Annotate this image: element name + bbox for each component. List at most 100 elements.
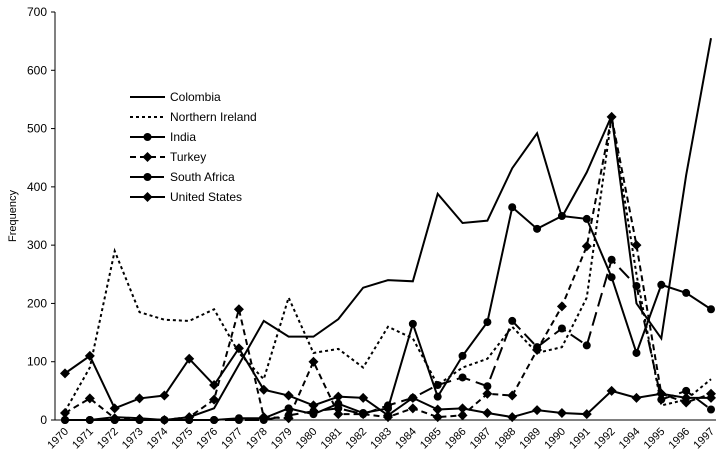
y-axis-label: Frequency bbox=[7, 190, 19, 242]
x-tick-label: 1986 bbox=[443, 426, 469, 452]
point bbox=[359, 410, 368, 419]
point bbox=[233, 343, 244, 354]
point bbox=[433, 392, 442, 401]
x-tick-label: 1994 bbox=[617, 426, 643, 452]
point bbox=[657, 280, 666, 289]
legend-label: Turkey bbox=[170, 150, 206, 164]
point bbox=[631, 392, 642, 403]
point bbox=[507, 390, 518, 401]
x-tick-label: 1989 bbox=[517, 426, 543, 452]
point bbox=[682, 386, 691, 395]
point bbox=[707, 405, 715, 414]
point bbox=[407, 403, 418, 414]
point bbox=[109, 403, 120, 414]
point bbox=[631, 240, 642, 251]
x-tick-label: 1983 bbox=[368, 426, 394, 452]
point bbox=[433, 381, 442, 390]
legend-marker bbox=[142, 192, 153, 202]
point bbox=[482, 408, 493, 419]
legend-label: Colombia bbox=[170, 90, 221, 104]
point bbox=[483, 318, 492, 327]
point bbox=[333, 409, 344, 420]
point bbox=[134, 393, 145, 404]
point bbox=[458, 373, 467, 382]
y-tick-label: 100 bbox=[27, 355, 47, 369]
point bbox=[60, 368, 70, 379]
y-tick-label: 300 bbox=[27, 238, 47, 252]
point bbox=[432, 412, 443, 423]
point bbox=[607, 273, 616, 282]
y-tick-label: 0 bbox=[40, 413, 47, 427]
legend-label: South Africa bbox=[170, 170, 235, 184]
point bbox=[309, 407, 318, 416]
point bbox=[557, 324, 566, 333]
point bbox=[482, 388, 493, 399]
y-tick-label: 400 bbox=[27, 180, 47, 194]
point bbox=[533, 224, 542, 233]
y-tick-label: 700 bbox=[27, 5, 47, 19]
point bbox=[582, 214, 591, 223]
point bbox=[210, 416, 219, 424]
series-line bbox=[64, 116, 712, 422]
point bbox=[606, 385, 617, 396]
x-tick-label: 1981 bbox=[319, 426, 345, 452]
point bbox=[582, 341, 591, 350]
point bbox=[408, 319, 417, 328]
point bbox=[508, 203, 517, 212]
point bbox=[110, 416, 119, 424]
point bbox=[458, 351, 467, 360]
point bbox=[657, 395, 666, 404]
point bbox=[259, 416, 268, 424]
point bbox=[532, 405, 543, 416]
series-line bbox=[65, 205, 712, 421]
point bbox=[682, 288, 691, 297]
x-tick-label: 1980 bbox=[294, 426, 320, 452]
x-tick-label: 1972 bbox=[95, 426, 121, 452]
point bbox=[209, 380, 220, 391]
x-tick-label: 1975 bbox=[170, 426, 196, 452]
point bbox=[159, 390, 170, 401]
x-tick-label: 1973 bbox=[120, 426, 146, 452]
point bbox=[556, 301, 567, 312]
legend-label: India bbox=[170, 130, 196, 144]
point bbox=[407, 392, 418, 403]
point bbox=[209, 394, 220, 405]
point bbox=[160, 416, 169, 424]
point bbox=[383, 410, 393, 421]
point bbox=[707, 305, 715, 314]
series-line bbox=[64, 116, 712, 412]
y-tick-label: 600 bbox=[27, 63, 47, 77]
point bbox=[581, 241, 592, 252]
legend-marker bbox=[143, 173, 152, 181]
point bbox=[557, 212, 566, 220]
x-tick-label: 1988 bbox=[493, 426, 519, 452]
x-tick-label: 1970 bbox=[45, 426, 71, 452]
point bbox=[61, 416, 69, 424]
point bbox=[234, 416, 243, 424]
point bbox=[533, 343, 542, 352]
point bbox=[84, 350, 95, 361]
point bbox=[85, 416, 94, 424]
point bbox=[284, 404, 293, 413]
point bbox=[581, 409, 592, 420]
point bbox=[184, 353, 195, 364]
x-tick-label: 1996 bbox=[666, 426, 692, 452]
point bbox=[508, 316, 517, 325]
point bbox=[308, 400, 319, 411]
point bbox=[681, 392, 692, 403]
point bbox=[432, 404, 443, 415]
x-tick-label: 1987 bbox=[468, 426, 494, 452]
point bbox=[258, 384, 269, 395]
point bbox=[233, 304, 244, 315]
point bbox=[185, 416, 194, 424]
point bbox=[632, 281, 641, 290]
point bbox=[632, 348, 641, 357]
point bbox=[607, 255, 616, 264]
point bbox=[334, 404, 343, 413]
x-tick-label: 1985 bbox=[418, 426, 444, 452]
x-tick-label: 1995 bbox=[642, 426, 668, 452]
point bbox=[333, 391, 344, 402]
point bbox=[60, 408, 70, 419]
